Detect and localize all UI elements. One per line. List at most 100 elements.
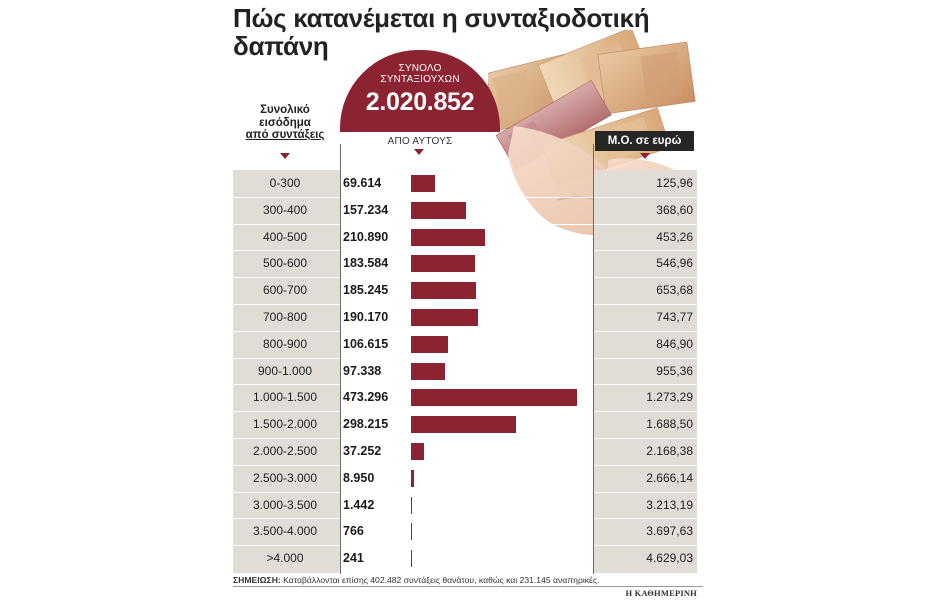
pensioner-count-label: 298.215 <box>343 417 389 432</box>
average-amount-label: 4.629,03 <box>646 551 693 566</box>
pensioner-count-bar <box>411 255 476 273</box>
row-separator <box>233 491 697 493</box>
footnote-text: Καταβάλλονται επίσης 402.482 συντάξεις θ… <box>280 575 600 585</box>
average-amount-label: 1.273,29 <box>646 390 693 405</box>
row-separator <box>233 304 697 305</box>
pensioner-count-bar <box>411 309 478 326</box>
average-amount-label: 546,96 <box>656 256 693 271</box>
pensioner-count-label: 157.234 <box>343 202 389 217</box>
pensioner-count-label: 69.614 <box>343 176 382 190</box>
row-separator <box>233 438 697 439</box>
row-separator <box>233 330 697 332</box>
income-column-header: Συνολικό εισόδημα από συντάξεις <box>233 104 337 142</box>
average-amount-label: 2.666,14 <box>646 470 693 485</box>
income-range-label: >4.000 <box>266 551 304 566</box>
source-line: Η ΚΑΘΗΜΕΡΙΝΗ <box>233 586 703 599</box>
income-range-label: 500-600 <box>262 256 308 271</box>
pensioner-count-bar <box>411 550 413 568</box>
table-row: 500-600 183.584 546,96 <box>233 250 697 277</box>
average-column-background <box>593 170 697 573</box>
average-amount-label: 1.688,50 <box>646 417 693 432</box>
pensioner-count-label: 190.170 <box>343 310 389 324</box>
average-amount-label: 743,77 <box>656 310 693 324</box>
average-amount-label: 653,68 <box>656 283 693 298</box>
income-range-label: 3.000-3.500 <box>252 497 318 512</box>
table-row: 400-500 210.890 453,26 <box>233 224 697 251</box>
row-separator <box>233 384 697 386</box>
income-range-label: 400-500 <box>262 229 308 244</box>
average-amount-label: 125,96 <box>656 176 693 190</box>
income-range-label: 0-300 <box>269 176 301 190</box>
income-range-label: 700-800 <box>262 310 308 324</box>
income-pointer-icon <box>280 153 290 159</box>
pensioner-count-label: 8.950 <box>343 470 375 485</box>
row-separator <box>233 196 697 198</box>
pensioner-count-label: 241 <box>343 551 364 566</box>
income-header-line1: Συνολικό <box>260 104 310 116</box>
income-range-label: 3.500-4.000 <box>252 524 318 539</box>
average-pointer-icon <box>640 153 650 159</box>
row-separator <box>233 250 697 252</box>
pensioner-count-bar <box>411 416 516 434</box>
table-row: 700-800 190.170 743,77 <box>233 304 697 331</box>
table-row: 300-400 157.234 368,60 <box>233 197 697 224</box>
pensioner-count-label: 106.615 <box>343 336 389 351</box>
income-range-label: 1.500-2.000 <box>252 417 318 432</box>
footnote: ΣΗΜΕΙΩΣΗ: Καταβάλλονται επίσης 402.482 σ… <box>233 575 703 585</box>
average-amount-label: 453,26 <box>656 229 693 244</box>
pensioner-count-label: 185.245 <box>343 283 389 298</box>
income-range-label: 2.500-3.000 <box>252 470 318 485</box>
table-row: 2.000-2.500 37.252 2.168,38 <box>233 438 697 465</box>
total-label-line2: ΣΥΝΤΑΞΙΟΥΧΩΝ <box>380 74 460 85</box>
row-separator <box>233 223 697 225</box>
total-pensioners-label: ΣΥΝΟΛΟ ΣΥΝΤΑΞΙΟΥΧΩΝ <box>340 63 500 85</box>
row-separator <box>233 464 697 466</box>
pensioner-count-label: 210.890 <box>343 229 389 244</box>
income-header-line2: εισόδημα <box>259 116 311 129</box>
table-row: >4.000 241 4.629,03 <box>233 545 697 572</box>
average-amount-label: 2.168,38 <box>646 444 693 458</box>
pensioner-count-label: 37.252 <box>343 444 382 458</box>
table-row: 1.500-2.000 298.215 1.688,50 <box>233 411 697 438</box>
table-row: 3.500-4.000 766 3.697,63 <box>233 518 697 545</box>
income-range-label: 2.000-2.500 <box>252 444 318 458</box>
income-range-label: 1.000-1.500 <box>252 390 318 405</box>
pensioner-count-bar <box>411 201 467 219</box>
source-label: Η ΚΑΘΗΜΕΡΙΝΗ <box>625 588 697 598</box>
income-column-background <box>233 170 340 573</box>
income-range-label: 300-400 <box>262 202 308 217</box>
table-row: 3.000-3.500 1.442 3.213,19 <box>233 492 697 519</box>
pensioner-count-bar <box>411 389 577 407</box>
pensioner-count-label: 97.338 <box>343 363 382 378</box>
pensioner-count-label: 766 <box>343 524 364 539</box>
table-row: 2.500-3.000 8.950 2.666,14 <box>233 465 697 492</box>
income-range-label: 900-1.000 <box>257 363 313 378</box>
right-divider <box>593 144 594 574</box>
chart-title: Πώς κατανέμεται η συνταξιοδοτική δαπάνη <box>233 3 650 61</box>
left-divider <box>340 144 341 574</box>
total-pensioners-badge: ΣΥΝΟΛΟ ΣΥΝΤΑΞΙΟΥΧΩΝ 2.020.852 <box>340 50 500 132</box>
row-separator <box>233 411 697 413</box>
row-separator <box>233 357 697 359</box>
table-row: 900-1.000 97.338 955,36 <box>233 358 697 385</box>
pensioner-count-bar <box>411 228 485 246</box>
pensioner-count-bar <box>411 496 413 514</box>
pensioner-count-bar <box>411 335 449 353</box>
average-amount-label: 955,36 <box>656 363 693 378</box>
pensioner-count-bar <box>411 282 476 300</box>
pensioner-count-bar <box>411 362 446 380</box>
average-amount-label: 3.697,63 <box>646 524 693 539</box>
table-row: 600-700 185.245 653,68 <box>233 277 697 304</box>
pensioner-count-bar <box>411 523 413 541</box>
table-row: 800-900 106.615 846,90 <box>233 331 697 358</box>
income-range-label: 800-900 <box>262 336 308 351</box>
pensioner-count-bar <box>411 469 415 487</box>
income-header-line3: από συντάξεις <box>245 129 325 141</box>
of-them-pointer-icon <box>414 149 424 155</box>
average-amount-label: 846,90 <box>656 336 693 351</box>
income-range-label: 600-700 <box>262 283 308 298</box>
table-row: 0-300 69.614 125,96 <box>233 170 697 197</box>
pensioner-count-bar <box>411 443 425 460</box>
footnote-label: ΣΗΜΕΙΩΣΗ: <box>233 575 281 585</box>
row-separator <box>233 518 697 520</box>
